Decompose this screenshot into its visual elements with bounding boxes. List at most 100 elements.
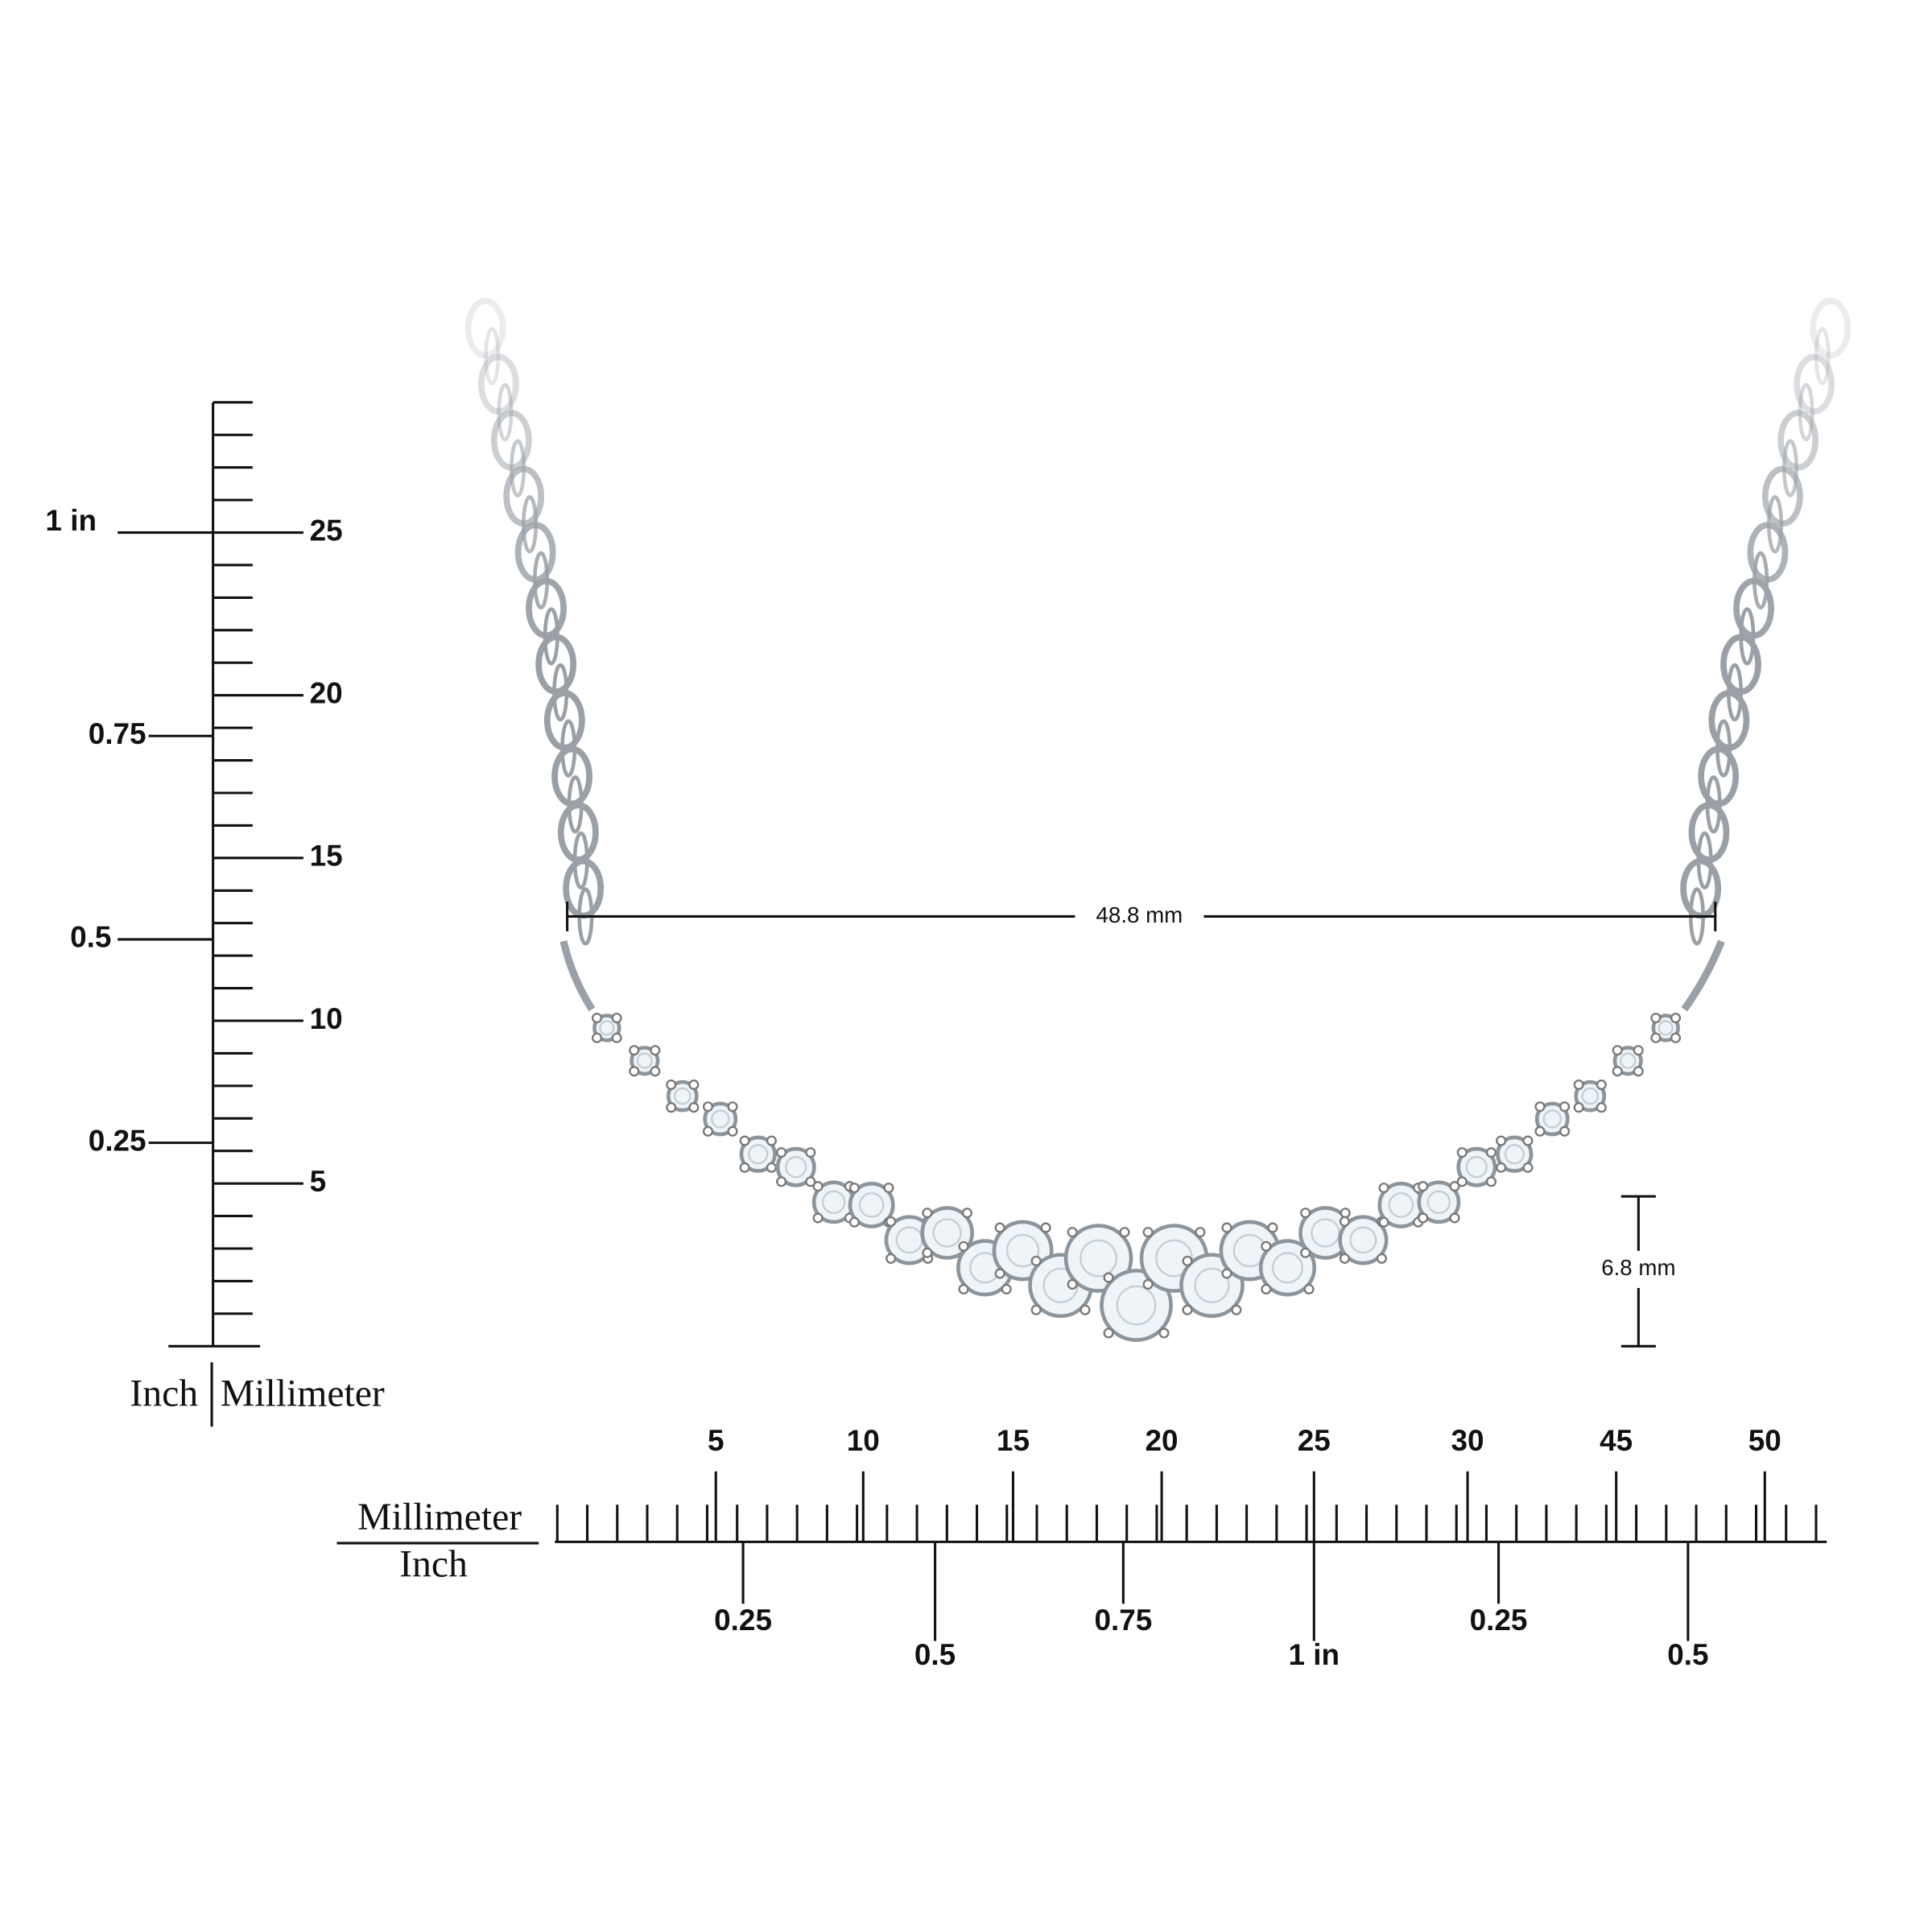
prong	[1261, 1241, 1272, 1252]
prong	[611, 1032, 622, 1043]
prong	[1103, 1272, 1114, 1283]
prong	[650, 1066, 661, 1077]
chain-link	[464, 298, 506, 359]
prong	[1522, 1135, 1534, 1146]
stone	[630, 1046, 660, 1076]
prong	[611, 1013, 622, 1024]
prong	[666, 1080, 677, 1091]
prong	[883, 1183, 894, 1194]
stone-facet	[1542, 1109, 1562, 1129]
prong	[727, 1101, 738, 1113]
stone-facet	[858, 1192, 885, 1218]
stone	[775, 1146, 816, 1187]
prong	[1418, 1212, 1429, 1224]
inch-label: 1 in	[45, 504, 97, 537]
unit-label: Millimeter	[357, 1496, 522, 1538]
stone	[703, 1101, 738, 1137]
stone-facet	[1116, 1285, 1157, 1326]
inch-label: 1 in	[1289, 1638, 1340, 1671]
inch-label: 0.5	[914, 1638, 956, 1671]
prong	[1182, 1255, 1193, 1266]
dimension-label-bg	[1591, 1250, 1690, 1288]
mm-label: 10	[310, 1002, 343, 1035]
stone	[1534, 1101, 1570, 1137]
stone	[1417, 1180, 1461, 1224]
prong	[650, 1045, 661, 1056]
stone-facet	[636, 1052, 653, 1069]
mm-label: 25	[310, 514, 343, 547]
stone-facet	[1504, 1144, 1525, 1165]
stone-facet	[1657, 1020, 1674, 1036]
prong	[1158, 1327, 1170, 1339]
mm-label: 50	[1748, 1424, 1781, 1457]
prong	[1067, 1278, 1078, 1290]
prong	[776, 1176, 787, 1187]
prong	[1449, 1212, 1460, 1224]
prong	[1633, 1066, 1644, 1077]
prong	[1221, 1268, 1232, 1279]
prong	[1485, 1176, 1496, 1187]
prong	[1559, 1101, 1571, 1113]
chain-link	[477, 353, 519, 415]
stone	[1338, 1215, 1389, 1265]
prong	[1378, 1183, 1389, 1194]
prong	[1339, 1253, 1350, 1264]
prong	[958, 1241, 969, 1252]
prong	[688, 1080, 700, 1091]
chain-link	[1794, 353, 1835, 415]
prong	[1559, 1125, 1571, 1137]
prong	[1221, 1222, 1232, 1233]
mm-label: 20	[1146, 1424, 1179, 1457]
prong	[1030, 1304, 1042, 1315]
prong	[1040, 1222, 1051, 1233]
prong	[688, 1102, 700, 1113]
prong	[1231, 1304, 1242, 1315]
stone-facet	[1620, 1052, 1637, 1069]
stone-facet	[932, 1218, 962, 1248]
prong	[812, 1181, 824, 1192]
prong	[702, 1101, 714, 1113]
prong	[805, 1176, 816, 1187]
prong	[1612, 1045, 1623, 1056]
prong	[1001, 1283, 1012, 1295]
prong	[727, 1125, 738, 1137]
prong	[766, 1135, 777, 1146]
prong	[1418, 1181, 1429, 1192]
width-label: 48.8 mm	[1096, 902, 1183, 927]
prong	[886, 1253, 897, 1264]
stone	[1574, 1080, 1607, 1113]
mm-label: 25	[1298, 1424, 1331, 1457]
stone	[739, 1135, 777, 1173]
chain-connector	[559, 939, 1725, 1012]
inch-label: 0.75	[1094, 1604, 1152, 1637]
prong	[1496, 1135, 1507, 1146]
stone	[666, 1080, 699, 1113]
prong	[1596, 1102, 1607, 1113]
height-label: 6.8 mm	[1601, 1255, 1675, 1280]
necklace	[464, 298, 1852, 1342]
prong	[958, 1283, 969, 1295]
stone-facet	[1581, 1087, 1600, 1105]
inch-label: 0.5	[1667, 1638, 1708, 1671]
prong	[922, 1208, 933, 1219]
dimension-label-bg	[1075, 898, 1204, 934]
prong	[1633, 1045, 1644, 1056]
stone-facet	[1080, 1239, 1118, 1278]
mm-label: 15	[310, 840, 343, 873]
prong	[1142, 1278, 1154, 1290]
rulers: 48.8 mm 6.8 mm 25 20 15 10 5 1 in 0.75 0.5 0.25 Inc…	[45, 401, 1827, 1671]
unit-label: Inch	[399, 1544, 468, 1586]
mm-label: 5	[708, 1424, 724, 1457]
inch-label: 0.5	[70, 921, 111, 954]
prong	[1378, 1216, 1389, 1228]
prong	[812, 1212, 824, 1224]
prong	[1195, 1227, 1206, 1238]
mm-label: 45	[1600, 1424, 1633, 1457]
stone-facet	[1465, 1156, 1488, 1179]
prong	[1456, 1147, 1468, 1158]
stone	[1456, 1146, 1497, 1187]
stone	[1612, 1046, 1643, 1076]
prong	[1534, 1125, 1546, 1137]
